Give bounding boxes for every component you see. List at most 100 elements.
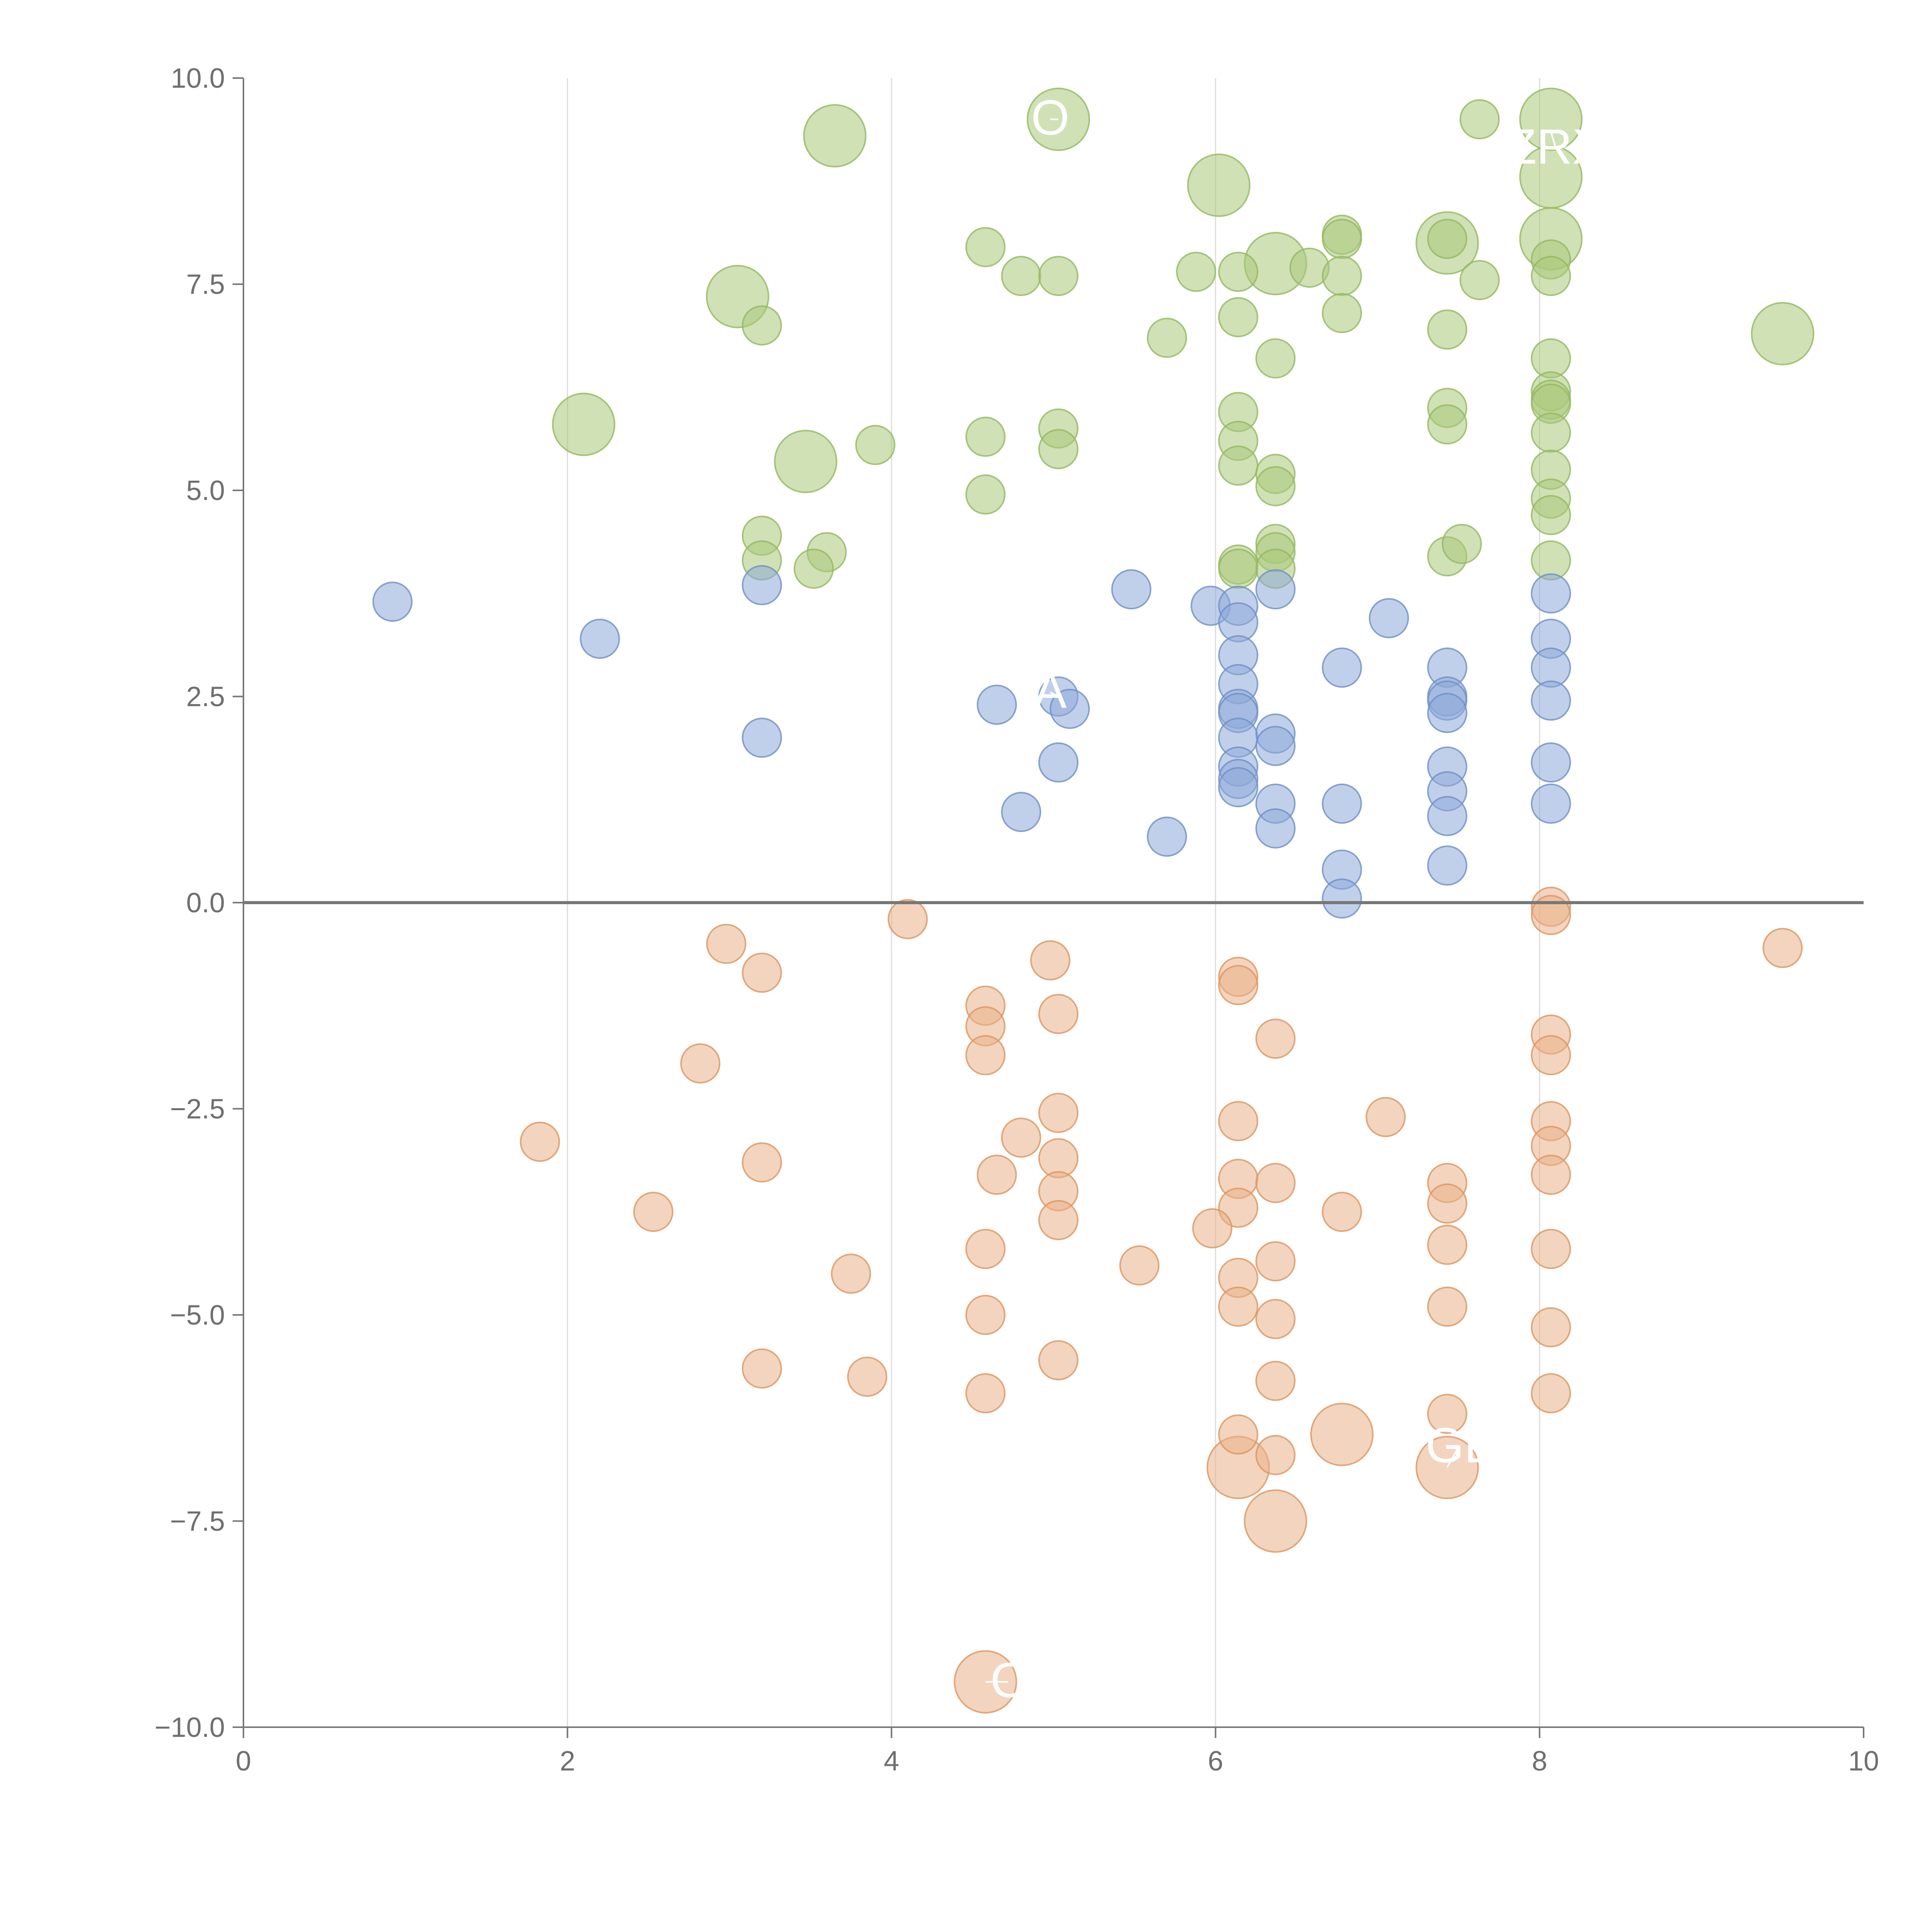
data-point-low (1031, 941, 1070, 980)
data-point-mid (1219, 768, 1258, 806)
scatter-chart: OZRXGLCA −10.0−7.5−5.0−2.50.02.55.07.510… (0, 0, 1932, 1932)
data-point-low (1532, 1230, 1570, 1268)
data-point-low (1428, 1184, 1466, 1223)
data-point-high (966, 475, 1005, 514)
data-point-high (1002, 257, 1041, 295)
data-point-mid (1039, 743, 1078, 782)
data-point-low (1532, 1308, 1570, 1347)
data-points-layer (373, 88, 1814, 1713)
data-point-high (775, 430, 837, 492)
data-point-high (1219, 446, 1258, 485)
data-point-low (1366, 1098, 1405, 1136)
data-point-high (1323, 257, 1361, 295)
data-point-low (1120, 1246, 1159, 1285)
point-label: ZRX (1506, 119, 1605, 174)
data-point-high (1323, 219, 1361, 258)
data-point-mid (580, 619, 619, 658)
data-point-low (832, 1254, 870, 1293)
data-point-low (1039, 1094, 1078, 1132)
data-point-low (1039, 1341, 1078, 1379)
data-point-low (681, 1044, 719, 1083)
data-point-low (1256, 1242, 1295, 1281)
data-point-low (966, 1296, 1005, 1334)
data-point-low (1193, 1209, 1231, 1248)
data-point-low (1256, 1164, 1295, 1202)
axes-layer: −10.0−7.5−5.0−2.50.02.55.07.510.00 2 4 6 8 10 (155, 63, 1879, 1777)
x-tick-label: 6 (1208, 1746, 1223, 1777)
data-point-high (1532, 413, 1570, 452)
data-point-low (1532, 1374, 1570, 1413)
data-point-mid (1532, 574, 1570, 613)
y-tick-label: −10.0 (155, 1712, 225, 1743)
data-point-low (966, 1036, 1005, 1075)
data-point-high (794, 549, 833, 588)
data-point-low (1428, 1287, 1466, 1326)
data-point-mid (1532, 681, 1570, 720)
data-point-mid (1256, 809, 1295, 848)
data-point-high (1752, 303, 1813, 365)
data-point-low (1219, 1415, 1258, 1454)
data-point-low (743, 953, 781, 992)
x-tick-label: 8 (1532, 1746, 1547, 1777)
data-point-high (1256, 467, 1295, 505)
data-point-high (1428, 219, 1466, 258)
data-point-high (553, 393, 615, 455)
data-point-mid (1256, 727, 1295, 765)
data-point-high (1188, 154, 1250, 216)
point-label: A (1034, 663, 1067, 719)
data-point-high (1219, 252, 1258, 291)
data-point-high (1177, 252, 1215, 291)
data-point-mid (743, 566, 781, 604)
data-point-low (1039, 1201, 1078, 1240)
data-point-high (1532, 257, 1570, 295)
data-point-high (804, 105, 866, 167)
data-point-low (1002, 1118, 1041, 1157)
data-point-high (1442, 525, 1481, 563)
data-point-low (1219, 1287, 1258, 1326)
data-point-low (966, 1374, 1005, 1413)
data-point-mid (1428, 694, 1466, 732)
data-point-high (856, 426, 895, 464)
data-point-mid (743, 718, 781, 757)
data-point-high (1219, 298, 1258, 337)
data-point-high (743, 306, 781, 345)
point-labels-layer: OZRXGLCA (985, 90, 1605, 1708)
data-point-mid (1256, 570, 1295, 609)
data-point-mid (373, 582, 412, 621)
data-point-low (1311, 1403, 1373, 1465)
data-point-high (966, 228, 1005, 266)
data-point-mid (1323, 784, 1361, 823)
data-point-low (1763, 929, 1802, 967)
data-point-low (1323, 1192, 1361, 1231)
data-point-low (1245, 1490, 1306, 1552)
data-point-high (1256, 339, 1295, 378)
y-tick-label: 2.5 (186, 682, 225, 713)
y-tick-label: −2.5 (170, 1094, 225, 1125)
data-point-mid (1532, 784, 1570, 823)
data-point-high (1532, 496, 1570, 534)
data-point-high (1460, 100, 1499, 139)
data-point-high (1323, 294, 1361, 332)
data-point-mid (1002, 793, 1041, 831)
data-point-high (1428, 310, 1466, 349)
data-point-high (1428, 405, 1466, 444)
x-tick-label: 0 (236, 1746, 251, 1777)
data-point-low (1428, 1226, 1466, 1264)
y-tick-label: 10.0 (171, 63, 225, 94)
data-point-mid (1369, 599, 1408, 638)
data-point-mid (1428, 846, 1466, 885)
data-point-mid (1323, 879, 1361, 918)
data-point-mid (1323, 648, 1361, 687)
point-label: O (1031, 90, 1070, 146)
data-point-low (1039, 995, 1078, 1033)
data-point-low (1256, 1362, 1295, 1400)
data-point-low (1219, 1102, 1258, 1141)
x-tick-label: 2 (560, 1746, 575, 1777)
x-tick-label: 4 (884, 1746, 899, 1777)
x-tick-label: 10 (1848, 1746, 1879, 1777)
data-point-low (966, 1230, 1005, 1268)
data-point-high (1219, 549, 1258, 588)
y-tick-label: 0.0 (186, 888, 225, 918)
y-tick-label: 5.0 (186, 475, 225, 506)
data-point-low (743, 1143, 781, 1182)
